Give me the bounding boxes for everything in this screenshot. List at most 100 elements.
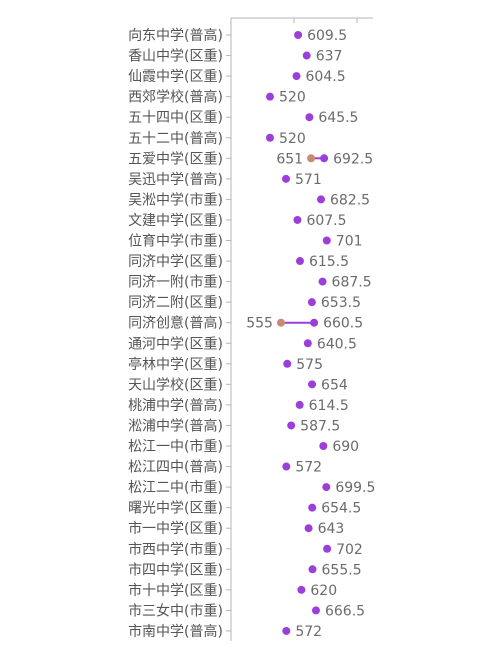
value-label: 699.5 [335, 480, 375, 496]
row-7: 五爱中学(区重) 651 692.5 [128, 151, 373, 167]
category-label: 松江二中(市重) [128, 479, 223, 496]
value-dot [304, 524, 313, 533]
value-label: 643 [318, 521, 345, 537]
row-20: 淞浦中学(普高) 587.5 [128, 417, 340, 434]
value-dot [305, 113, 314, 122]
category-label: 市南中学(普高) [128, 623, 223, 640]
row-25: 市一中学(区重) 643 [128, 520, 344, 537]
value-label: 653.5 [321, 295, 361, 311]
category-label: 市西中学(市重) [128, 541, 223, 558]
value-label: 654.5 [321, 501, 361, 517]
value-label: 655.5 [322, 562, 362, 578]
value-label: 604.5 [306, 69, 346, 85]
value-dot [322, 483, 331, 492]
row-6: 五十二中(普高) 520 [128, 130, 306, 147]
row-24: 曙光中学(区重) 654.5 [128, 501, 361, 517]
row-13: 同济一附(市重) 687.5 [128, 274, 372, 291]
category-label: 松江一中(市重) [128, 438, 223, 455]
value-label: 587.5 [300, 418, 340, 434]
value-label: 654 [321, 377, 348, 393]
value-label: 571 [295, 172, 322, 188]
value-dot [294, 31, 303, 39]
row-1: 向东中学(普高) 609.5 [128, 27, 347, 44]
row-17: 亭林中学(区重) 575 [128, 356, 323, 373]
value-dot [283, 359, 292, 368]
row-27: 市四中学(区重) 655.5 [128, 561, 362, 578]
category-label: 仙霞中学(区重) [128, 69, 223, 85]
row-11: 位育中学(市重) 701 [128, 233, 362, 250]
row-12: 同济中学(区重) 615.5 [128, 254, 349, 270]
value-dot [282, 462, 291, 471]
previous-value-label: 651 [276, 151, 303, 167]
row-19: 桃浦中学(普高) 614.5 [128, 397, 349, 414]
row-15: 同济创意(普高) 555 660.5 [128, 315, 363, 332]
value-dot [320, 154, 329, 163]
value-dot [310, 318, 319, 327]
value-dot [303, 339, 312, 348]
value-label: 520 [279, 90, 306, 106]
value-dot [292, 72, 301, 81]
value-label: 660.5 [323, 316, 363, 332]
category-label: 天山学校(区重) [128, 376, 223, 393]
row-18: 天山学校(区重) 654 [128, 376, 348, 393]
category-label: 通河中学(区重) [128, 336, 223, 352]
value-dot [318, 277, 327, 286]
value-dot [287, 421, 296, 430]
value-label: 615.5 [309, 254, 349, 270]
value-dot [282, 626, 291, 635]
value-dot [311, 606, 320, 615]
category-label: 同济一附(市重) [128, 274, 223, 291]
value-dot [295, 257, 304, 266]
category-label: 香山中学(区重) [128, 49, 223, 65]
category-label: 西郊学校(普高) [128, 89, 223, 106]
value-label: 682.5 [330, 192, 370, 208]
row-16: 通河中学(区重) 640.5 [128, 336, 357, 352]
category-label: 松江四中(普高) [128, 459, 223, 476]
category-label: 市十中学(区重) [128, 582, 223, 599]
value-dot [302, 51, 311, 60]
row-29: 市三女中(市重) 666.5 [128, 602, 365, 619]
value-label: 666.5 [325, 603, 365, 619]
value-label: 690 [332, 439, 359, 455]
row-23: 松江二中(市重) 699.5 [128, 479, 375, 496]
value-dot [297, 585, 306, 594]
category-label: 市四中学(区重) [128, 561, 223, 578]
category-label: 向东中学(普高) [128, 27, 223, 44]
row-8: 吴迅中学(普高) 571 [128, 171, 322, 188]
category-label: 同济二附(区重) [128, 295, 223, 311]
category-label: 曙光中学(区重) [128, 501, 223, 517]
previous-value-dot [307, 154, 316, 163]
row-14: 同济二附(区重) 653.5 [128, 295, 361, 311]
value-dot [266, 92, 274, 101]
previous-value-label: 555 [246, 316, 273, 332]
value-label: 575 [296, 357, 323, 373]
value-dot [316, 195, 325, 204]
category-label: 亭林中学(区重) [128, 356, 223, 373]
category-label: 淞浦中学(普高) [128, 417, 223, 434]
category-label: 吴迅中学(普高) [128, 171, 223, 188]
category-label: 五爱中学(区重) [128, 151, 223, 167]
category-label: 五十四中(区重) [128, 110, 223, 126]
value-dot [295, 400, 304, 409]
value-dot [319, 442, 328, 450]
row-28: 市十中学(区重) 620 [128, 582, 337, 599]
value-label: 702 [336, 542, 363, 558]
value-label: 620 [310, 583, 337, 599]
value-label: 637 [316, 49, 343, 65]
value-dot [323, 544, 332, 553]
row-21: 松江一中(市重) 690 [128, 438, 359, 455]
value-dot [308, 565, 317, 574]
category-label: 桃浦中学(普高) [128, 397, 223, 414]
category-label: 同济创意(普高) [128, 315, 223, 332]
category-label: 市三女中(市重) [128, 602, 223, 619]
value-dot [308, 503, 317, 512]
row-3: 仙霞中学(区重) 604.5 [128, 69, 346, 85]
row-26: 市西中学(市重) 702 [128, 541, 363, 558]
row-5: 五十四中(区重) 645.5 [128, 110, 358, 126]
row-10: 文建中学(区重) 607.5 [128, 213, 346, 229]
value-label: 614.5 [309, 398, 349, 414]
value-dot [307, 298, 316, 307]
value-label: 607.5 [306, 213, 346, 229]
category-label: 五十二中(普高) [128, 130, 223, 147]
category-label: 位育中学(市重) [128, 233, 223, 250]
